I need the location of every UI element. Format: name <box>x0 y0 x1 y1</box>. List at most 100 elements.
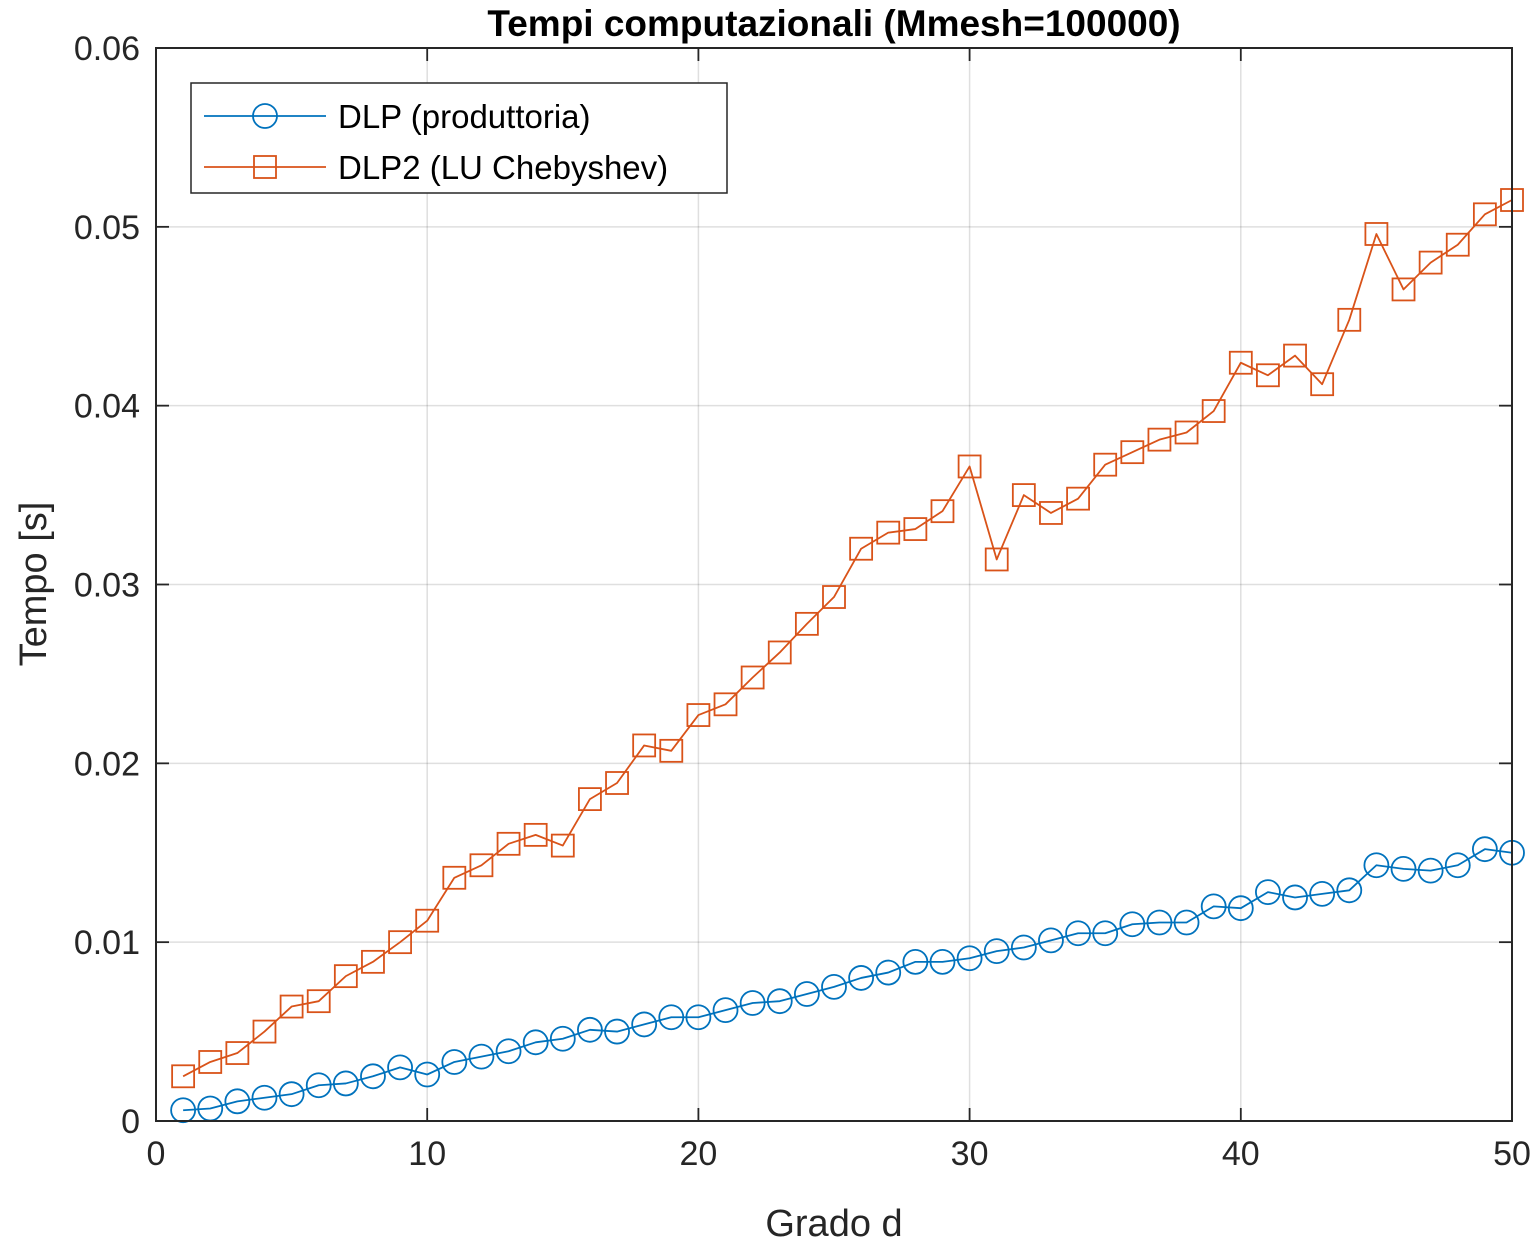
data-point-dlp <box>929 948 956 975</box>
data-point-dlp <box>414 1061 441 1088</box>
data-point-dlp <box>685 1004 712 1031</box>
data-point-dlp2 <box>1364 222 1389 246</box>
series-line-dlp2 <box>182 199 1513 1078</box>
data-point-dlp2 <box>930 499 955 524</box>
data-point-dlp2 <box>469 853 494 878</box>
data-point-dlp2 <box>333 964 358 989</box>
data-point-dlp2 <box>1039 501 1063 525</box>
data-point-dlp2 <box>849 536 874 561</box>
y-tick-label: 0 <box>121 1103 140 1141</box>
data-point-dlp2 <box>632 733 657 758</box>
data-point-dlp2 <box>198 1050 223 1074</box>
data-point-dlp2 <box>1310 372 1335 397</box>
data-point-dlp2 <box>957 454 982 479</box>
data-point-dlp <box>224 1088 251 1115</box>
legend-marker-dlp2 <box>253 155 277 179</box>
grid-lines <box>156 48 1512 1121</box>
data-point-dlp <box>1363 852 1390 879</box>
series-dlp2 <box>171 188 1524 1089</box>
data-point-dlp2 <box>415 908 440 933</box>
data-point-dlp2 <box>550 833 575 858</box>
x-tick-label: 0 <box>147 1135 166 1173</box>
data-point-dlp2 <box>686 703 711 727</box>
data-point-dlp2 <box>388 930 412 955</box>
data-point-dlp <box>577 1016 603 1043</box>
data-point-dlp <box>1146 909 1173 936</box>
data-point-dlp <box>468 1043 495 1070</box>
data-point-dlp <box>549 1025 576 1052</box>
data-point-dlp2 <box>1201 399 1226 423</box>
data-point-dlp <box>902 948 929 975</box>
data-point-dlp <box>1119 911 1146 938</box>
data-point-dlp2 <box>1011 483 1036 507</box>
x-tick-label: 40 <box>1222 1135 1260 1173</box>
x-tick-labels: 0 10 20 30 40 50 <box>147 1135 1531 1173</box>
data-point-dlp2 <box>876 520 901 545</box>
data-point-dlp <box>1336 877 1363 904</box>
x-tick-label: 20 <box>679 1135 717 1173</box>
data-point-dlp <box>821 973 847 1000</box>
data-point-dlp2 <box>1093 452 1118 477</box>
data-point-dlp <box>631 1011 658 1038</box>
data-point-dlp <box>1200 893 1227 920</box>
data-point-dlp2 <box>578 787 602 811</box>
data-point-dlp2 <box>523 822 548 847</box>
data-point-dlp <box>170 1097 197 1124</box>
data-point-dlp2 <box>171 1064 196 1089</box>
data-point-dlp <box>875 959 902 986</box>
data-point-dlp <box>1173 909 1200 936</box>
data-point-dlp <box>251 1084 278 1111</box>
data-point-dlp2 <box>1228 350 1253 375</box>
data-point-dlp <box>1255 879 1281 905</box>
data-point-dlp2 <box>794 611 819 636</box>
y-tick-label: 0.03 <box>74 567 140 605</box>
data-point-dlp2 <box>903 517 928 541</box>
data-point-dlp <box>739 990 766 1016</box>
data-point-dlp2 <box>1391 277 1416 302</box>
y-tick-label: 0.05 <box>74 209 140 247</box>
data-point-dlp <box>1010 934 1037 961</box>
series-dlp <box>170 836 1525 1124</box>
data-point-dlp2 <box>1066 486 1090 511</box>
y-tick-labels: 0 0.01 0.02 0.03 0.04 0.05 0.06 <box>74 30 140 1141</box>
data-point-dlp2 <box>1472 202 1497 227</box>
data-point-dlp2 <box>767 640 792 665</box>
legend-label-dlp: DLP (produttoria) <box>338 98 591 135</box>
data-point-dlp2 <box>1445 232 1470 257</box>
data-point-dlp2 <box>713 692 738 717</box>
data-point-dlp2 <box>306 989 331 1014</box>
data-point-dlp2 <box>252 1019 277 1044</box>
data-point-dlp2 <box>496 831 521 856</box>
data-point-dlp2 <box>225 1041 250 1065</box>
data-point-dlp <box>1444 852 1471 879</box>
data-point-dlp2 <box>442 865 467 890</box>
data-point-dlp2 <box>984 547 1009 572</box>
legend: DLP (produttoria) DLP2 (LU Chebyshev) <box>190 82 728 194</box>
chart-title: Tempi computazionali (Mmesh=100000) <box>487 3 1180 44</box>
data-point-dlp2 <box>1337 307 1362 332</box>
data-point-dlp2 <box>659 738 684 763</box>
legend-box <box>190 82 728 194</box>
data-point-dlp <box>1065 920 1091 947</box>
data-point-dlp <box>495 1038 522 1065</box>
data-point-dlp2 <box>1283 343 1307 368</box>
tick-marks <box>155 47 1513 1122</box>
data-point-dlp <box>360 1063 386 1090</box>
data-point-dlp <box>522 1029 549 1056</box>
y-axis-label: Tempo [s] <box>13 502 55 667</box>
data-point-dlp <box>278 1081 305 1108</box>
x-tick-label: 50 <box>1493 1135 1531 1173</box>
data-point-dlp2 <box>1120 440 1145 465</box>
data-point-dlp <box>604 1018 630 1045</box>
data-point-dlp <box>1471 836 1498 863</box>
data-point-dlp <box>1227 895 1254 922</box>
y-tick-label: 0.06 <box>74 30 140 68</box>
data-point-dlp <box>658 1004 685 1031</box>
data-point-dlp <box>1390 855 1417 882</box>
data-point-dlp2 <box>822 585 846 609</box>
data-point-dlp <box>766 988 793 1015</box>
data-point-dlp <box>441 1049 468 1075</box>
legend-label-dlp2: DLP2 (LU Chebyshev) <box>338 149 668 186</box>
data-point-dlp2 <box>361 949 385 974</box>
